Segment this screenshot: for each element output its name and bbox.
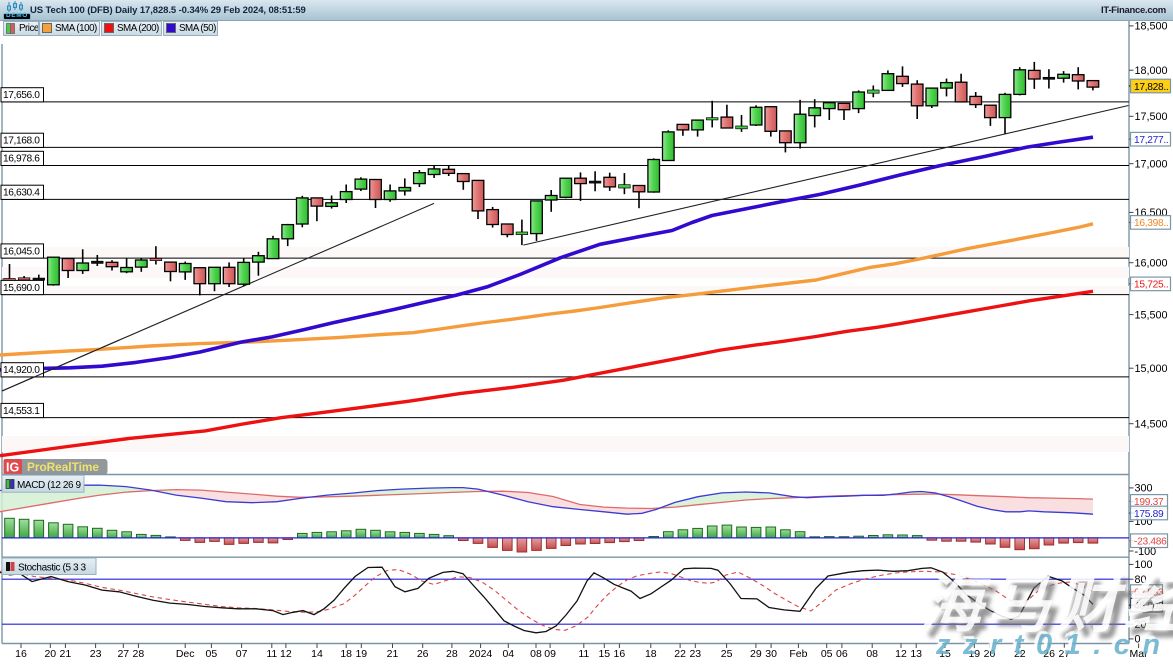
svg-text:16,000: 16,000	[1135, 258, 1168, 270]
svg-text:09: 09	[544, 648, 556, 660]
svg-text:15: 15	[598, 648, 610, 660]
svg-text:18,000: 18,000	[1135, 65, 1168, 77]
svg-text:11: 11	[266, 648, 277, 660]
svg-text:30: 30	[765, 648, 777, 660]
svg-text:Mar: Mar	[1130, 648, 1149, 660]
svg-text:IG: IG	[6, 461, 19, 475]
svg-text:21: 21	[387, 648, 399, 660]
svg-text:20: 20	[44, 648, 56, 660]
svg-text:05: 05	[821, 648, 833, 660]
svg-text:18,500: 18,500	[1135, 21, 1168, 33]
svg-text:22: 22	[1014, 648, 1026, 660]
svg-text:14: 14	[311, 648, 323, 660]
svg-text:15,725..: 15,725..	[1134, 280, 1168, 291]
svg-text:199.37: 199.37	[1134, 497, 1164, 508]
svg-text:300: 300	[1135, 483, 1153, 495]
svg-text:14,500: 14,500	[1135, 419, 1168, 431]
svg-text:05: 05	[206, 648, 218, 660]
svg-text:12: 12	[895, 648, 907, 660]
svg-text:16,045.0: 16,045.0	[3, 246, 40, 257]
svg-text:16,978.6: 16,978.6	[3, 154, 40, 165]
svg-text:23: 23	[689, 648, 701, 660]
svg-text:2024: 2024	[469, 648, 493, 660]
svg-text:06: 06	[836, 648, 848, 660]
svg-text:16,398..: 16,398..	[1134, 218, 1168, 229]
svg-text:Feb: Feb	[789, 648, 807, 660]
svg-text:17,277..: 17,277..	[1134, 135, 1168, 146]
svg-text:19: 19	[355, 648, 367, 660]
svg-text:28: 28	[133, 648, 145, 660]
svg-text:12: 12	[280, 648, 292, 660]
svg-text:15,000: 15,000	[1135, 363, 1168, 375]
svg-text:14,920.0: 14,920.0	[3, 365, 40, 376]
svg-text:63.883: 63.883	[1134, 587, 1164, 598]
svg-text:17,828..: 17,828..	[1134, 82, 1168, 93]
svg-text:19: 19	[968, 648, 980, 660]
svg-text:04: 04	[502, 648, 514, 660]
svg-text:14,553.1: 14,553.1	[3, 406, 40, 417]
svg-text:-23.486: -23.486	[1134, 537, 1167, 548]
svg-text:100: 100	[1135, 559, 1153, 571]
svg-text:13: 13	[910, 648, 922, 660]
svg-text:15,690.0: 15,690.0	[3, 283, 40, 294]
svg-text:27: 27	[1058, 648, 1070, 660]
svg-text:17,168.0: 17,168.0	[3, 136, 40, 147]
svg-text:08: 08	[530, 648, 542, 660]
svg-text:28: 28	[446, 648, 458, 660]
svg-text:-100: -100	[1135, 546, 1157, 558]
svg-text:23: 23	[90, 648, 102, 660]
svg-text:17,500: 17,500	[1135, 111, 1168, 123]
svg-text:17,656.0: 17,656.0	[3, 90, 40, 101]
svg-text:MACD (12 26 9: MACD (12 26 9	[17, 480, 82, 491]
svg-text:Stochastic (5 3 3: Stochastic (5 3 3	[18, 563, 87, 574]
svg-text:46.002: 46.002	[1134, 601, 1164, 612]
svg-text:17,000: 17,000	[1135, 159, 1168, 171]
svg-text:Dec: Dec	[176, 648, 195, 660]
svg-text:15,500: 15,500	[1135, 309, 1168, 321]
svg-text:16,630.4: 16,630.4	[3, 188, 40, 199]
svg-text:20: 20	[1135, 619, 1147, 631]
svg-text:11: 11	[578, 648, 589, 660]
svg-text:29: 29	[750, 648, 762, 660]
svg-text:18: 18	[645, 648, 657, 660]
svg-text:18: 18	[340, 648, 352, 660]
svg-text:20: 20	[984, 648, 996, 660]
svg-text:25: 25	[721, 648, 733, 660]
svg-text:21: 21	[60, 648, 72, 660]
svg-text:0: 0	[1135, 634, 1141, 646]
svg-text:26: 26	[1043, 648, 1055, 660]
svg-text:16: 16	[15, 648, 27, 660]
svg-text:ProRealTime: ProRealTime	[27, 460, 99, 474]
svg-text:15: 15	[939, 648, 951, 660]
svg-text:175.89: 175.89	[1134, 509, 1164, 520]
svg-text:08: 08	[866, 648, 878, 660]
svg-text:22: 22	[674, 648, 686, 660]
svg-text:07: 07	[236, 648, 248, 660]
svg-text:26: 26	[417, 648, 429, 660]
svg-text:27: 27	[117, 648, 129, 660]
svg-text:16: 16	[614, 648, 626, 660]
svg-text:80: 80	[1135, 574, 1147, 586]
